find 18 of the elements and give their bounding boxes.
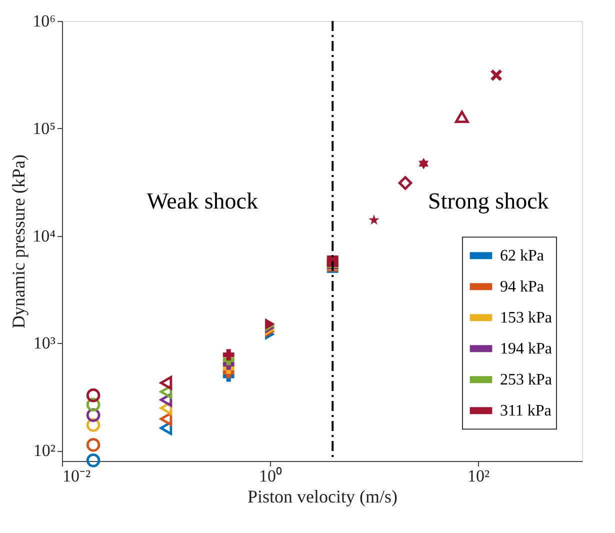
legend-label: 194 kPa bbox=[500, 340, 552, 358]
y-tick-label: 10² bbox=[33, 441, 56, 460]
x-tick-label: 10⁻² bbox=[62, 466, 91, 486]
annotation: Weak shock bbox=[146, 188, 258, 214]
legend-label: 62 kPa bbox=[500, 248, 544, 265]
x-tick-label: 10² bbox=[467, 466, 490, 486]
y-tick-label: 10³ bbox=[33, 334, 56, 353]
y-tick-label: 10⁴ bbox=[32, 226, 56, 246]
y-tick-label: 10⁵ bbox=[32, 118, 56, 138]
legend-label: 94 kPa bbox=[500, 278, 544, 296]
y-tick-label: 10⁶ bbox=[32, 12, 56, 30]
x-tick-label: 10⁰ bbox=[259, 466, 282, 486]
legend-label: 311 kPa bbox=[500, 402, 552, 420]
legend-label: 153 kPa bbox=[500, 310, 552, 327]
legend-label: 253 kPa bbox=[500, 372, 552, 389]
annotation: Strong shock bbox=[428, 188, 550, 214]
y-axis-title: Dynamic pressure (kPa) bbox=[8, 154, 29, 328]
x-axis-title: Piston velocity (m/s) bbox=[248, 486, 398, 506]
